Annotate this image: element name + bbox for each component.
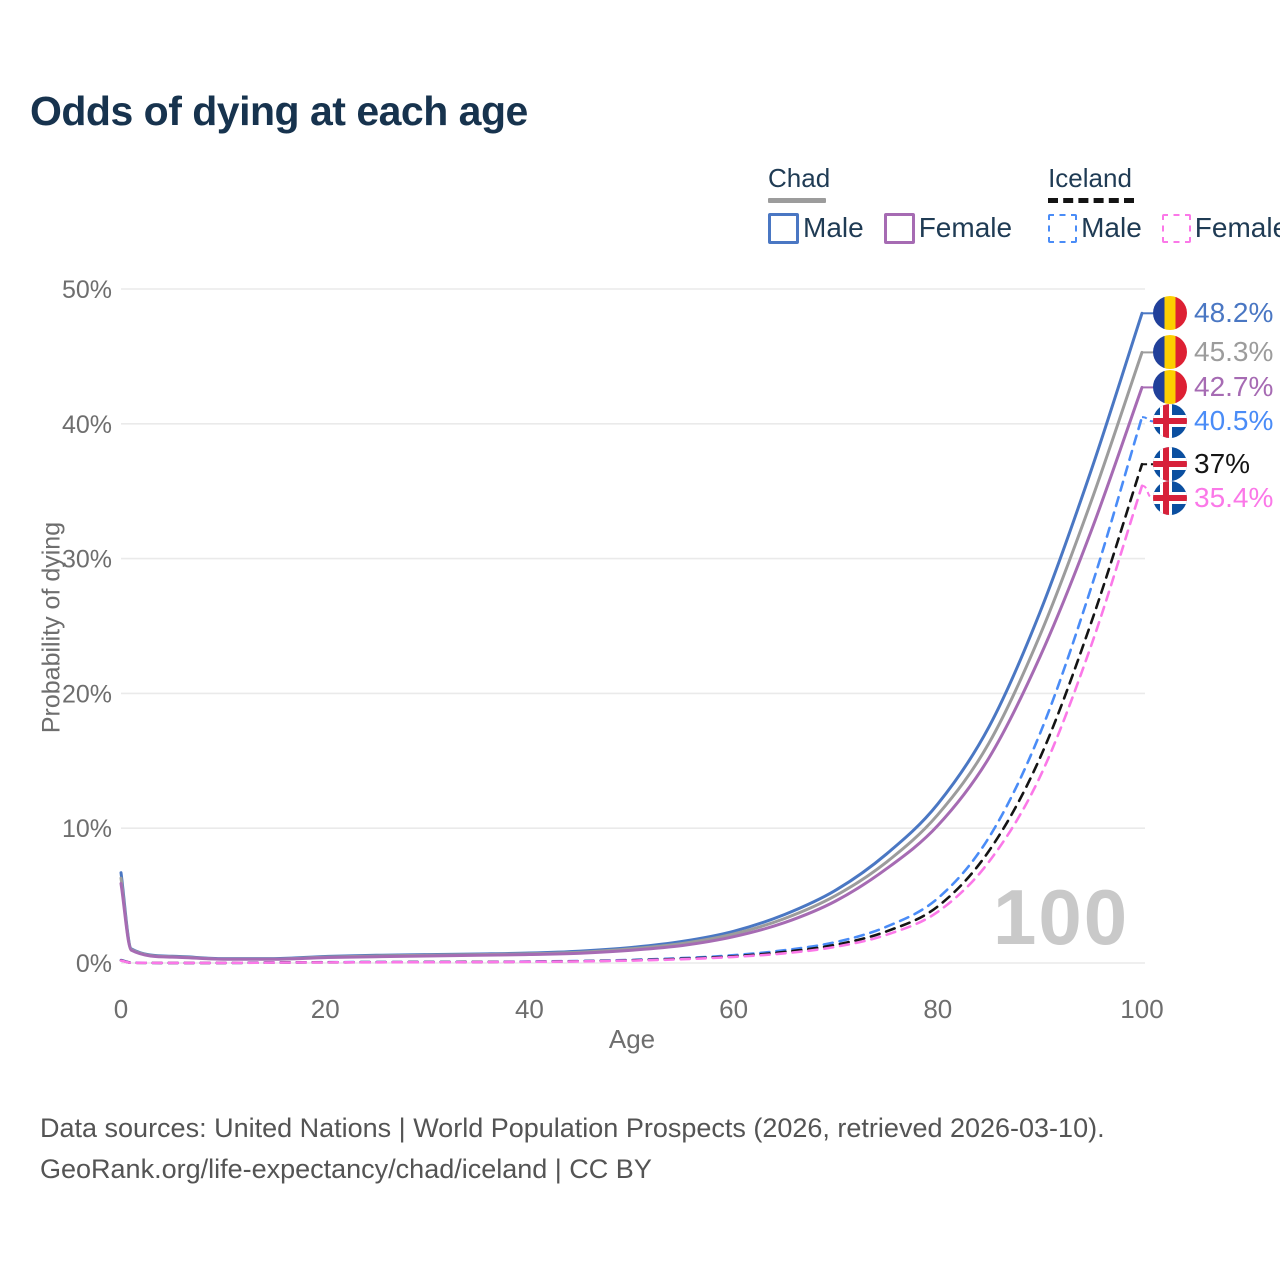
end-label-chad-female: 42.7%	[1153, 370, 1274, 405]
end-label-iceland-female: 35.4%	[1153, 481, 1274, 516]
end-label-value: 40.5%	[1194, 405, 1274, 437]
x-tick-label: 100	[1120, 994, 1163, 1024]
y-axis-title: Probability of dying	[37, 521, 66, 734]
y-tick-label: 10%	[62, 815, 112, 843]
series-line-chad-both[interactable]	[119, 350, 1144, 961]
legend-item-label: Male	[1081, 212, 1142, 243]
footer-license-line: GeoRank.org/life-expectancy/chad/iceland…	[40, 1154, 652, 1184]
legend-item-iceland-male[interactable]: Male	[1048, 212, 1142, 244]
legend-item-label: Female	[1194, 212, 1280, 243]
checkbox-icon[interactable]	[883, 212, 915, 244]
legend: Chad Male Female Iceland Male	[768, 163, 1280, 244]
label-connector	[1141, 484, 1155, 500]
checkbox-icon[interactable]	[1161, 213, 1191, 243]
series-line-chad-female[interactable]	[119, 385, 1144, 961]
y-tick-label: 40%	[62, 411, 112, 439]
series-line-iceland-both[interactable]	[119, 462, 1144, 965]
y-tick-label: 50%	[62, 276, 112, 304]
label-connector	[1141, 416, 1155, 423]
series-line-iceland-female[interactable]	[119, 484, 1144, 965]
chart-title: Odds of dying at each age	[30, 88, 528, 134]
footer: Data sources: United Nations | World Pop…	[40, 1108, 1105, 1190]
x-axis-title: Age	[608, 1024, 656, 1054]
end-label-value: 37%	[1194, 448, 1251, 480]
footer-sources-line: Data sources: United Nations | World Pop…	[40, 1113, 1105, 1143]
end-label-value: 48.2%	[1194, 297, 1274, 329]
hover-age-watermark: 100	[993, 873, 1130, 961]
legend-group-chad: Chad Male Female	[768, 163, 1012, 244]
chad-solid-line-swatch	[768, 198, 826, 203]
iceland-flag-icon	[1153, 404, 1187, 439]
chad-flag-icon	[1153, 370, 1187, 405]
checkbox-icon[interactable]	[1048, 213, 1078, 243]
legend-item-iceland-female[interactable]: Female	[1161, 212, 1280, 244]
end-label-chad-male: 48.2%	[1153, 296, 1274, 331]
legend-group-title-chad: Chad	[768, 163, 831, 193]
legend-group-title-iceland: Iceland	[1048, 163, 1132, 193]
iceland-dashed-line-swatch	[1048, 198, 1135, 203]
y-tick-label: 0%	[76, 950, 112, 978]
legend-group-iceland: Iceland Male Female	[1048, 163, 1280, 244]
end-label-iceland-male: 40.5%	[1153, 404, 1274, 439]
end-label-value: 45.3%	[1194, 336, 1274, 368]
end-label-iceland-both: 37%	[1153, 447, 1251, 482]
end-label-chad-both: 45.3%	[1153, 335, 1274, 370]
end-label-value: 35.4%	[1194, 482, 1274, 514]
legend-item-label: Male	[803, 212, 864, 243]
legend-item-chad-female[interactable]: Female	[883, 212, 1013, 244]
checkbox-icon[interactable]	[768, 212, 799, 244]
iceland-flag-icon	[1153, 447, 1187, 482]
x-tick-label: 20	[311, 994, 340, 1024]
series-line-iceland-male[interactable]	[119, 415, 1144, 965]
legend-item-label: Female	[918, 212, 1013, 243]
chad-flag-icon	[1153, 335, 1187, 370]
x-tick-label: 60	[719, 994, 748, 1024]
y-tick-label: 30%	[62, 546, 112, 574]
chad-flag-icon	[1153, 296, 1187, 331]
y-tick-label: 20%	[62, 680, 112, 708]
x-tick-label: 0	[114, 994, 128, 1024]
end-label-value: 42.7%	[1194, 371, 1274, 403]
x-tick-label: 40	[515, 994, 544, 1024]
x-tick-label: 80	[923, 994, 952, 1024]
legend-item-chad-male[interactable]: Male	[768, 212, 864, 244]
iceland-flag-icon	[1153, 481, 1187, 516]
